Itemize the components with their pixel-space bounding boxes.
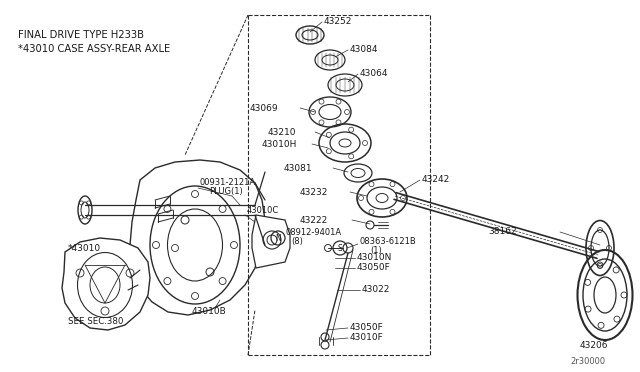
Text: 43050F: 43050F (357, 263, 391, 273)
Text: 43069: 43069 (250, 103, 278, 112)
Text: 43222: 43222 (300, 215, 328, 224)
Text: 43064: 43064 (360, 68, 388, 77)
Text: 2r30000: 2r30000 (570, 357, 605, 366)
Text: 08912-9401A: 08912-9401A (285, 228, 341, 237)
Text: 00931-2121A: 00931-2121A (199, 177, 255, 186)
Text: PLUG(1): PLUG(1) (209, 186, 243, 196)
Text: 43232: 43232 (300, 187, 328, 196)
Text: 43010B: 43010B (192, 308, 227, 317)
Text: 43010C: 43010C (247, 205, 279, 215)
Text: 43050F: 43050F (350, 324, 384, 333)
Text: 38162: 38162 (488, 227, 516, 235)
Text: N: N (275, 234, 281, 243)
Polygon shape (130, 160, 265, 315)
Text: SEE SEC.380: SEE SEC.380 (68, 317, 124, 327)
Text: 43206: 43206 (580, 340, 609, 350)
Text: *43010 CASE ASSY-REAR AXLE: *43010 CASE ASSY-REAR AXLE (18, 44, 170, 54)
Text: 08363-6121B: 08363-6121B (360, 237, 417, 246)
Text: FINAL DRIVE TYPE H233B: FINAL DRIVE TYPE H233B (18, 30, 144, 40)
Text: 43242: 43242 (422, 174, 451, 183)
Text: *43010: *43010 (68, 244, 101, 253)
Text: S: S (338, 244, 342, 253)
Polygon shape (252, 215, 290, 268)
Text: 43022: 43022 (362, 285, 390, 295)
Text: 43010N: 43010N (357, 253, 392, 263)
Text: (8): (8) (291, 237, 303, 246)
Text: 43084: 43084 (350, 45, 378, 54)
Text: 43210: 43210 (268, 128, 296, 137)
Text: 43081: 43081 (284, 164, 312, 173)
Text: 43010F: 43010F (350, 334, 384, 343)
Text: 43252: 43252 (324, 16, 353, 26)
Text: (1): (1) (370, 246, 381, 254)
Polygon shape (62, 238, 150, 330)
Text: 43010H: 43010H (262, 140, 298, 148)
